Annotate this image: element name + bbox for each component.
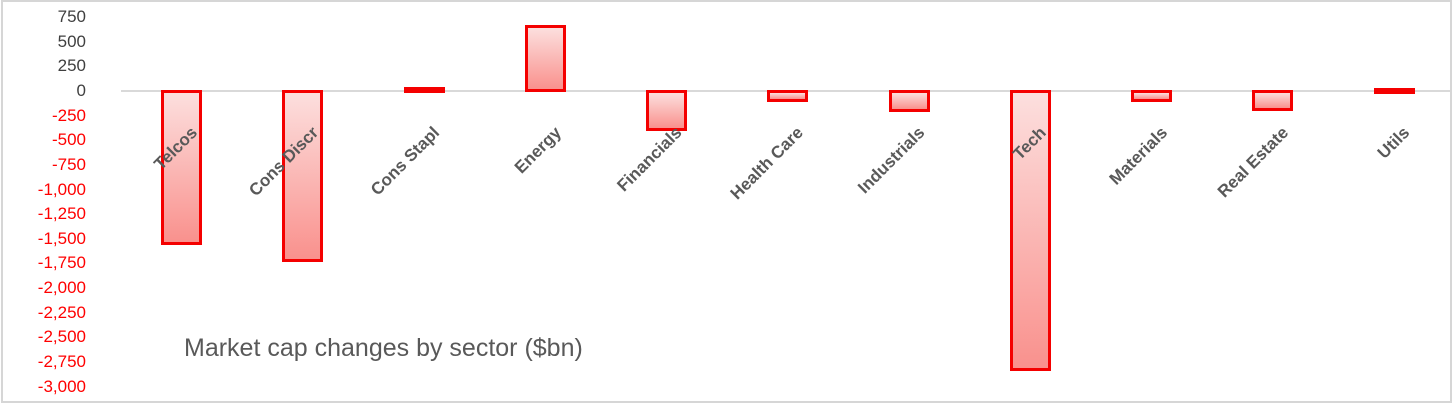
y-tick-label: 750 xyxy=(57,7,86,27)
category-label-industrials: Industrials xyxy=(854,123,929,198)
y-tick-label: -1,000 xyxy=(37,179,86,199)
bar-financials xyxy=(646,90,687,132)
bar-utils xyxy=(1373,88,1415,94)
y-tick-label: -2,500 xyxy=(37,327,86,347)
chart-title: Market cap changes by sector ($bn) xyxy=(184,334,583,362)
y-tick-label: -2,250 xyxy=(37,302,86,322)
bar-industrials xyxy=(888,90,930,113)
y-tick-label: -500 xyxy=(51,130,86,150)
y-tick-label: 500 xyxy=(57,31,86,51)
y-tick-label: -1,250 xyxy=(37,204,86,224)
y-tick-label: -1,750 xyxy=(37,253,86,273)
y-tick-label: -750 xyxy=(51,154,86,174)
category-label-utils: Utils xyxy=(1373,123,1414,163)
category-label-energy: Energy xyxy=(510,123,565,178)
y-tick-label: -250 xyxy=(51,105,86,125)
category-label-materials: Materials xyxy=(1105,123,1171,189)
category-label-real-estate: Real Estate xyxy=(1213,123,1293,202)
bar-energy xyxy=(524,25,566,92)
bar-cons-stapl xyxy=(403,87,445,94)
y-tick-label: -2,750 xyxy=(37,351,86,371)
y-tick-label: -1,500 xyxy=(37,228,86,248)
y-tick-label: 250 xyxy=(57,56,86,76)
bar-real-estate xyxy=(1252,90,1294,112)
category-label-financials: Financials xyxy=(613,123,686,196)
y-tick-label: -2,000 xyxy=(37,278,86,298)
category-label-cons-stapl: Cons Stapl xyxy=(367,123,444,200)
bar-tech xyxy=(1009,90,1051,371)
category-label-health-care: Health Care xyxy=(726,123,808,204)
bar-cons-discr xyxy=(282,90,324,263)
y-tick-label: 0 xyxy=(76,81,86,100)
bar-telcos xyxy=(161,90,202,246)
y-tick-label: -3,000 xyxy=(37,376,86,396)
bar-materials xyxy=(1131,90,1172,102)
bar-health-care xyxy=(767,90,809,102)
